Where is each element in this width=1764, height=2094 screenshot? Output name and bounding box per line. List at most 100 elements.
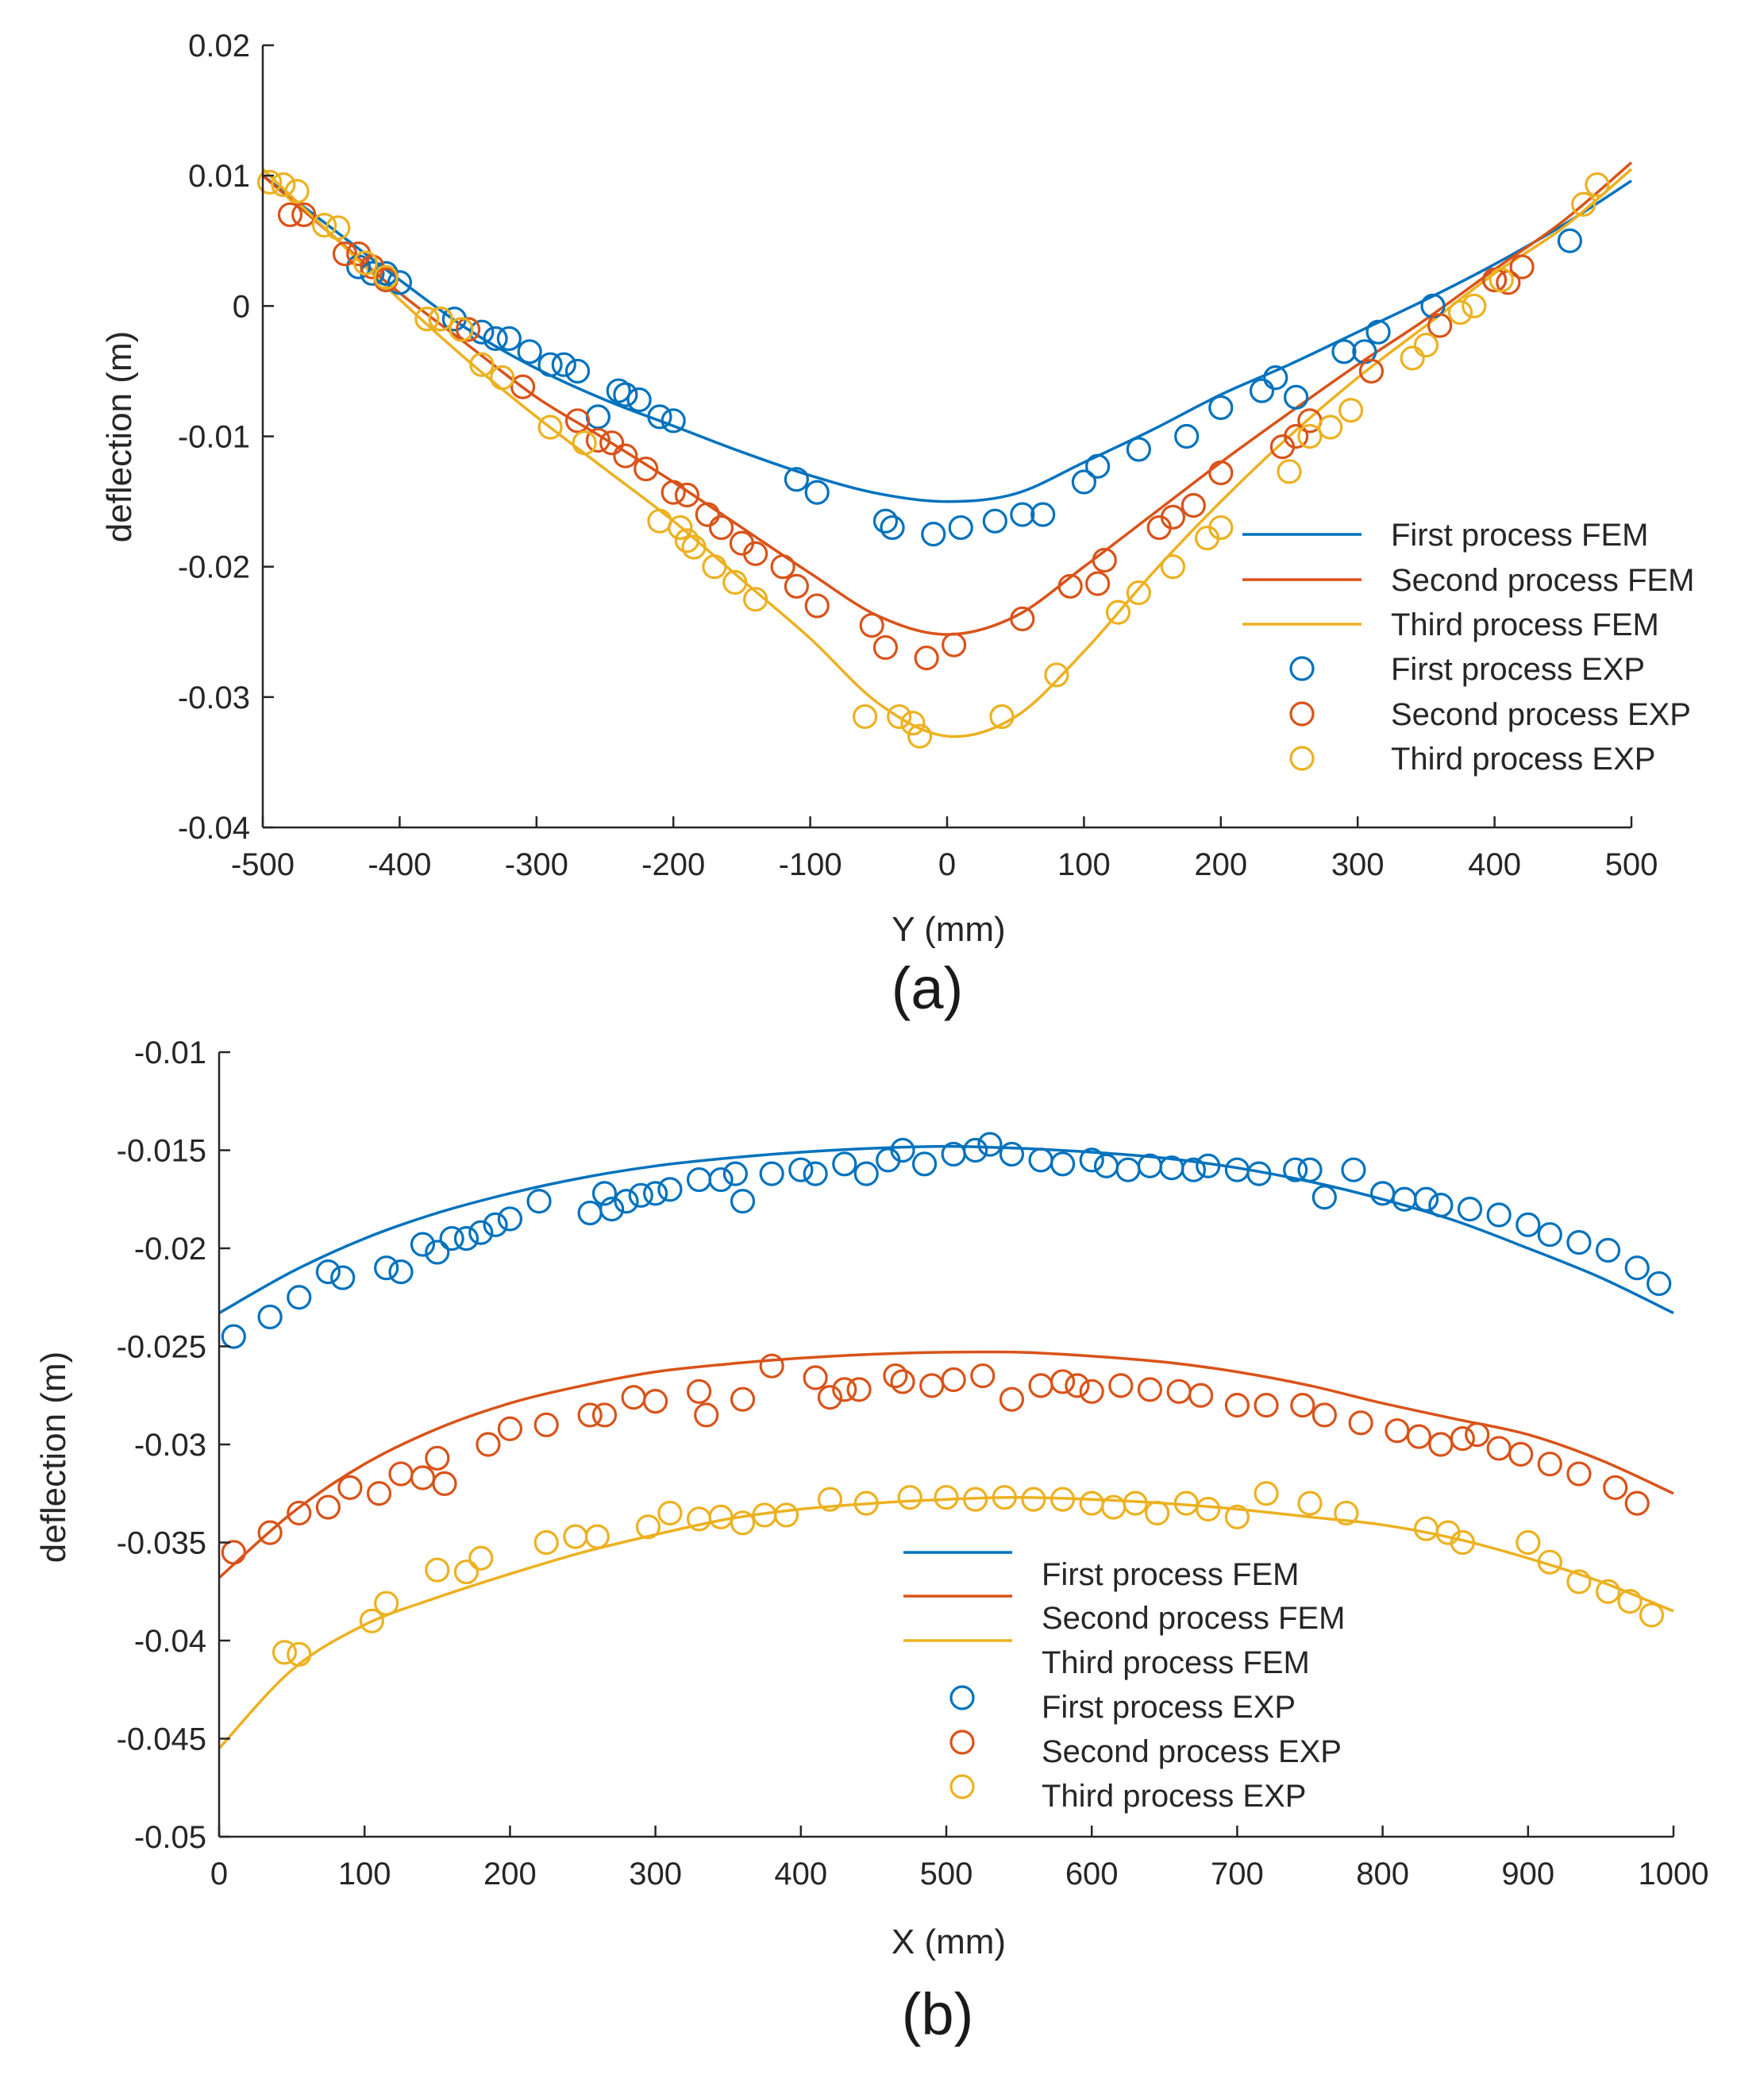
data-point (537, 415, 563, 440)
data-point (1208, 395, 1234, 420)
data-point (584, 1524, 610, 1549)
data-point (695, 502, 720, 527)
data-point (1123, 1490, 1148, 1516)
data-point (743, 587, 768, 612)
data-point (551, 352, 576, 377)
data-point (759, 1161, 784, 1186)
legend-a-label-first-fem: First process FEM (1391, 518, 1648, 553)
data-point (1010, 606, 1035, 631)
data-point (911, 1151, 938, 1177)
chart-a-y-tick-label: 0.01 (188, 159, 250, 194)
data-point (934, 1485, 959, 1510)
data-point (1290, 1392, 1315, 1418)
data-point (1196, 1153, 1221, 1178)
chart-b-y-tick-label: -0.02 (134, 1232, 206, 1267)
data-point (257, 1520, 283, 1545)
chart-a-x-tick-label: 400 (1468, 847, 1521, 882)
data-point (1224, 1504, 1250, 1529)
data-point (497, 1416, 523, 1441)
data-point (1571, 191, 1596, 217)
data-point (1174, 423, 1200, 449)
data-point (1297, 1157, 1323, 1182)
chart-panel-a: -500 -400 -300 -200 -100 0 100 200 300 400 500 0.02… (100, 29, 1694, 1021)
data-point (1283, 1157, 1308, 1182)
legend-b-marker-first-exp (949, 1685, 975, 1710)
data-point (759, 1353, 784, 1379)
legend-a-marker-second-exp (1289, 701, 1315, 727)
data-point (332, 241, 358, 267)
data-point (1108, 1373, 1134, 1398)
data-point (635, 1514, 661, 1540)
chart-a-y-tick-label: 0 (233, 289, 250, 324)
data-point (469, 319, 495, 345)
data-point (897, 1485, 922, 1510)
data-point (414, 307, 440, 332)
data-point (1365, 319, 1391, 345)
data-point (1105, 600, 1131, 625)
chart-a-y-tick-label: -0.04 (178, 811, 250, 846)
data-point (1462, 293, 1487, 318)
chart-a-x-tick-label: 0 (938, 847, 956, 882)
data-point (315, 1259, 341, 1285)
series-line-second-process-fem (218, 1350, 1674, 1579)
data-point (517, 339, 542, 364)
data-point (537, 352, 563, 377)
data-point (686, 1379, 712, 1404)
chart-b-x-tick-label: 100 (338, 1857, 391, 1892)
data-point (1509, 254, 1535, 280)
chart-b-y-tick-label: -0.015 (117, 1134, 206, 1169)
data-point (1188, 1383, 1214, 1408)
data-point (337, 1475, 363, 1500)
data-point (647, 404, 672, 430)
chart-a-x-tick-label: -300 (505, 847, 568, 882)
data-point (730, 1189, 756, 1214)
chart-a-x-tick-label: 200 (1194, 847, 1247, 882)
data-point (887, 704, 912, 730)
chart-b-x-tick-label: 0 (210, 1857, 228, 1892)
data-point (1145, 1500, 1170, 1526)
chart-b-y-tick-label: -0.04 (134, 1624, 206, 1659)
data-point (989, 704, 1015, 730)
chart-b-plot-area (218, 1132, 1674, 1749)
data-point (832, 1377, 857, 1402)
data-point (804, 593, 830, 619)
data-point (221, 1324, 246, 1349)
series-line-third-process-fem (218, 1495, 1674, 1749)
data-point (900, 711, 926, 736)
data-point (1126, 580, 1151, 606)
data-point (272, 1640, 298, 1665)
data-point (626, 387, 652, 413)
chart-a-x-tick-label: -100 (779, 847, 842, 882)
series-points-first-process-exp (221, 1132, 1672, 1349)
data-point (1050, 1151, 1076, 1177)
data-point (907, 723, 933, 749)
legend-b-label-first-exp: First process EXP (1042, 1690, 1296, 1725)
data-point (999, 1141, 1025, 1167)
data-point (1254, 1481, 1279, 1506)
data-point (1334, 1500, 1359, 1526)
data-point (852, 704, 878, 730)
data-point (803, 1365, 828, 1390)
data-point (277, 202, 303, 228)
series-points-third-process-exp (257, 169, 1610, 749)
chart-a-x-tick-label: -500 (231, 847, 295, 882)
legend-b-label-third-exp: Third process EXP (1042, 1779, 1306, 1814)
data-point (453, 1559, 480, 1585)
data-point (1585, 172, 1610, 198)
data-point (1427, 313, 1453, 338)
data-point (1021, 1487, 1046, 1512)
data-point (1137, 1377, 1163, 1402)
data-point (853, 1161, 879, 1186)
data-point (1160, 504, 1186, 530)
data-point (674, 528, 700, 553)
data-point (1428, 1193, 1454, 1218)
data-point (1348, 1410, 1373, 1436)
data-point (1263, 365, 1288, 391)
chart-b-x-tick-label: 800 (1356, 1857, 1409, 1892)
data-point (497, 1206, 523, 1232)
data-point (803, 1161, 828, 1186)
data-point (352, 250, 378, 276)
data-point (366, 1481, 392, 1506)
data-point (1331, 339, 1357, 364)
data-point (1603, 1475, 1628, 1500)
